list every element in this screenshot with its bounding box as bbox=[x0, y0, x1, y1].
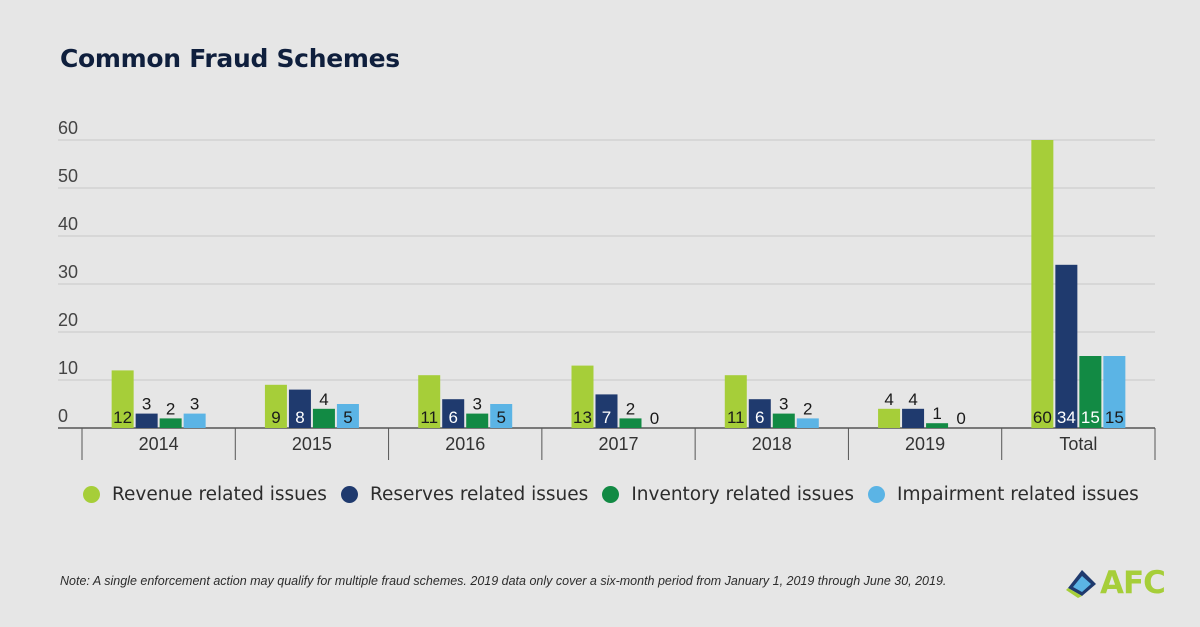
legend-item-reserves: Reserves related issues bbox=[340, 484, 589, 505]
data-label: 2 bbox=[803, 399, 812, 418]
legend-item-revenue: Revenue related issues bbox=[83, 484, 327, 505]
bar bbox=[264, 384, 287, 428]
footnote: Note: A single enforcement action may qu… bbox=[60, 574, 947, 588]
legend-swatch-inventory bbox=[602, 486, 620, 503]
legend-swatch-impairment bbox=[868, 486, 886, 503]
y-tick-label: 0 bbox=[58, 406, 68, 426]
y-tick-label: 40 bbox=[58, 214, 78, 234]
data-label: 34 bbox=[1057, 408, 1076, 427]
data-label: 4 bbox=[319, 390, 328, 409]
bar bbox=[183, 413, 206, 428]
data-label: 0 bbox=[650, 409, 659, 428]
data-label: 15 bbox=[1081, 408, 1100, 427]
data-label: 15 bbox=[1105, 408, 1124, 427]
legend-label-revenue: Revenue related issues bbox=[112, 484, 327, 505]
data-label: 5 bbox=[343, 408, 352, 427]
x-tick-label: 2014 bbox=[139, 434, 179, 454]
y-tick-label: 10 bbox=[58, 358, 78, 378]
bar bbox=[619, 418, 642, 428]
y-tick-label: 30 bbox=[58, 262, 78, 282]
x-tick-label: 2018 bbox=[752, 434, 792, 454]
bar bbox=[1079, 356, 1102, 428]
x-tick-label: 2015 bbox=[292, 434, 332, 454]
bar bbox=[490, 404, 513, 428]
y-tick-label: 50 bbox=[58, 166, 78, 186]
legend-label-impairment: Impairment related issues bbox=[897, 484, 1139, 505]
bar bbox=[902, 408, 925, 428]
bar bbox=[772, 413, 795, 428]
data-label: 7 bbox=[602, 408, 611, 427]
data-label: 1 bbox=[932, 404, 941, 423]
x-tick-label: 2017 bbox=[598, 434, 638, 454]
bar bbox=[312, 408, 335, 428]
x-tick-label: 2019 bbox=[905, 434, 945, 454]
y-tick-label: 60 bbox=[58, 118, 78, 138]
data-label: 4 bbox=[884, 390, 893, 409]
data-label: 11 bbox=[420, 408, 438, 427]
legend-label-reserves: Reserves related issues bbox=[369, 484, 589, 505]
data-label: 13 bbox=[573, 408, 592, 427]
bar bbox=[288, 389, 311, 428]
bar bbox=[748, 399, 771, 428]
x-tick-label: 2016 bbox=[445, 434, 485, 454]
data-label: 3 bbox=[472, 395, 481, 414]
bar bbox=[466, 413, 489, 428]
data-label: 3 bbox=[190, 395, 199, 414]
afc-logo-text: AFC bbox=[1100, 565, 1166, 601]
legend-label-inventory: Inventory related issues bbox=[631, 484, 855, 505]
bar bbox=[571, 365, 594, 428]
bar bbox=[336, 404, 359, 428]
bar bbox=[926, 423, 949, 428]
legend-item-impairment: Impairment related issues bbox=[868, 484, 1139, 505]
data-label: 2 bbox=[166, 399, 175, 418]
legend-swatch-reserves bbox=[340, 486, 358, 503]
bar bbox=[878, 408, 901, 428]
data-label: 5 bbox=[496, 408, 505, 427]
bar bbox=[159, 418, 182, 428]
afc-logo: AFC bbox=[1066, 565, 1166, 601]
bar bbox=[1031, 140, 1054, 428]
data-label: 6 bbox=[755, 408, 764, 427]
bar bbox=[442, 399, 465, 428]
legend-swatch-revenue bbox=[83, 486, 100, 503]
data-label: 9 bbox=[271, 408, 280, 427]
afc-logo-mark bbox=[1066, 570, 1096, 598]
chart-title: Common Fraud Schemes bbox=[60, 44, 400, 73]
data-label: 4 bbox=[908, 390, 917, 409]
bar bbox=[796, 418, 819, 428]
data-label: 2 bbox=[626, 399, 635, 418]
data-label: 3 bbox=[779, 395, 788, 414]
bar bbox=[135, 413, 158, 428]
bar bbox=[724, 375, 747, 428]
bar bbox=[595, 394, 618, 428]
chart-legend: Revenue related issues Reserves related … bbox=[83, 484, 1139, 505]
x-tick-label: Total bbox=[1059, 434, 1097, 454]
legend-item-inventory: Inventory related issues bbox=[602, 484, 854, 505]
data-label: 8 bbox=[295, 408, 304, 427]
bar bbox=[111, 370, 134, 428]
bar bbox=[1055, 264, 1078, 428]
bar bbox=[418, 375, 441, 428]
data-label: 3 bbox=[142, 395, 151, 414]
bar bbox=[1103, 356, 1126, 428]
data-label: 12 bbox=[113, 408, 132, 427]
data-label: 11 bbox=[727, 408, 745, 427]
data-label: 0 bbox=[956, 409, 965, 428]
y-tick-label: 20 bbox=[58, 310, 78, 330]
data-label: 6 bbox=[448, 408, 457, 427]
data-label: 60 bbox=[1033, 408, 1052, 427]
